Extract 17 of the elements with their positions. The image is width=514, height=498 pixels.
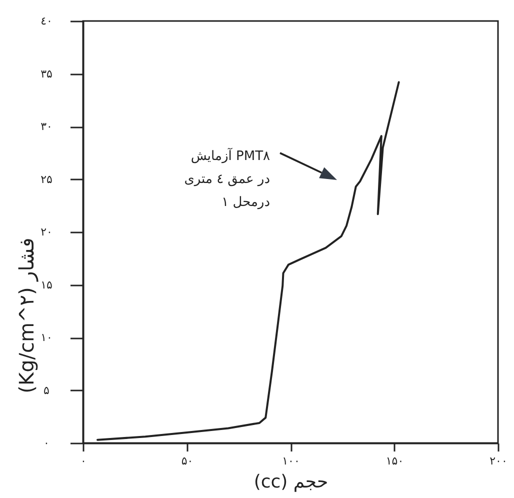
- x-tick-label: ۵۰: [181, 454, 194, 468]
- y-tick-label: ٤۰: [40, 14, 52, 28]
- y-tick-label: ۰: [44, 436, 50, 450]
- y-tick-label: ۱۵: [40, 278, 52, 292]
- y-tick-label: ۳۵: [40, 67, 52, 80]
- x-tick-label: ۱۰۰: [282, 454, 300, 468]
- x-tick-label: ۱۵۰: [386, 454, 404, 468]
- y-tick-label: ۳۰: [40, 120, 52, 133]
- y-tick-label: ۱۰: [40, 331, 52, 344]
- y-tick-label: ۵: [44, 384, 50, 397]
- x-tick-label: ۲۰۰: [490, 454, 508, 468]
- y-tick-label: ۲۵: [40, 172, 52, 186]
- x-tick-label: ۰: [80, 454, 86, 468]
- annotation: آزمایش PMT۸ در عمق ٤ متری درمحل ۱: [184, 147, 270, 210]
- y-tick-label: ۲۰: [40, 226, 52, 238]
- x-axis-title: حجم (cc): [254, 472, 328, 492]
- y-axis-title: فشار (Kg/cm^۲): [14, 238, 38, 394]
